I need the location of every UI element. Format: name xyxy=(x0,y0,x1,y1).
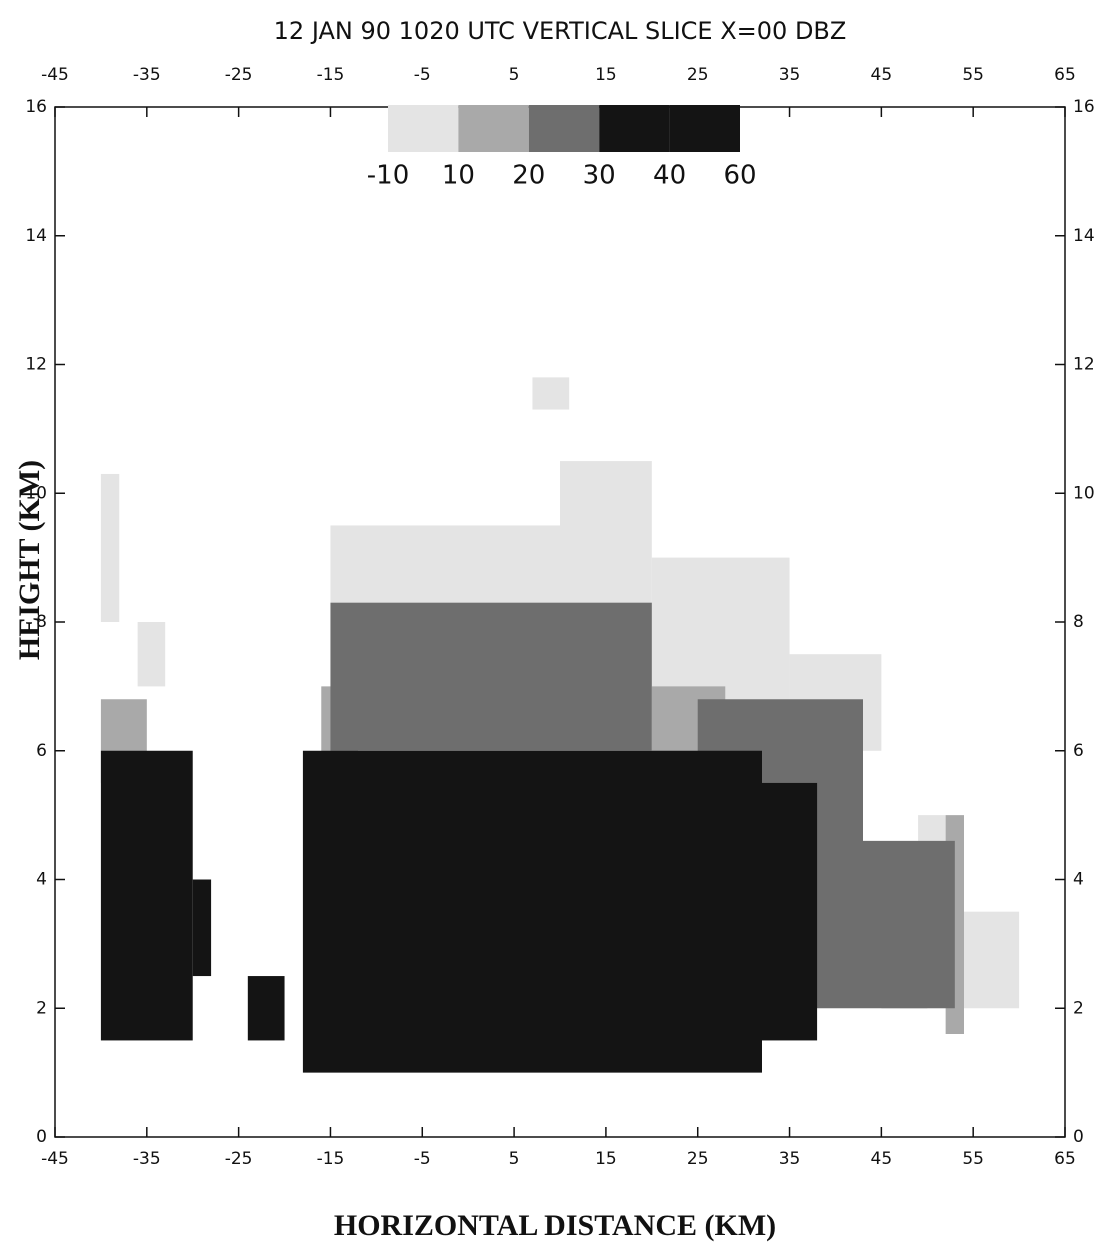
colorbar-label: -10 xyxy=(367,161,409,191)
colorbar-segment xyxy=(458,105,529,152)
reflectivity-cell xyxy=(752,782,818,1041)
reflectivity-cell xyxy=(863,840,955,1009)
x-tick-label: 5 xyxy=(509,1149,520,1169)
y-tick-label: 8 xyxy=(36,612,47,632)
x-tick-label: 35 xyxy=(779,1149,801,1169)
x-top-tick-label: 5 xyxy=(509,65,520,85)
y-axis-label: HEIGHT (KM) xyxy=(13,460,46,660)
x-top-tick-label: 35 xyxy=(779,65,801,85)
y-tick-label: 10 xyxy=(25,483,47,503)
colorbar-label: 10 xyxy=(442,161,475,191)
x-top-tick-label: 25 xyxy=(687,65,709,85)
y-tick-label: 4 xyxy=(36,870,47,890)
reflectivity-cell xyxy=(137,622,166,687)
reflectivity-cell xyxy=(302,750,762,1073)
reflectivity-cell xyxy=(100,750,193,1041)
x-top-tick-label: 45 xyxy=(871,65,893,85)
y-tick-label: 2 xyxy=(36,998,47,1018)
y-right-tick-label: 6 xyxy=(1073,741,1084,761)
colorbar-label: 40 xyxy=(653,161,686,191)
x-tick-label: -15 xyxy=(317,1149,345,1169)
reflectivity-cell xyxy=(247,976,285,1041)
y-right-tick-label: 8 xyxy=(1073,612,1084,632)
colorbar-segment xyxy=(599,105,670,152)
y-tick-label: 16 xyxy=(25,97,47,117)
reflectivity-cell xyxy=(100,473,120,622)
x-tick-label: -45 xyxy=(41,1149,69,1169)
x-tick-label: 25 xyxy=(687,1149,709,1169)
y-tick-label: 12 xyxy=(25,355,47,375)
y-right-tick-label: 14 xyxy=(1073,226,1095,246)
colorbar-label: 20 xyxy=(512,161,545,191)
x-top-tick-label: -35 xyxy=(133,65,161,85)
reflectivity-cell xyxy=(330,602,652,751)
colorbar-label: 60 xyxy=(723,161,756,191)
x-top-tick-label: 65 xyxy=(1054,65,1076,85)
reflectivity-cell xyxy=(192,879,212,977)
chart-title: 12 JAN 90 1020 UTC VERTICAL SLICE X=00 D… xyxy=(274,17,847,45)
x-tick-label: 15 xyxy=(595,1149,617,1169)
x-tick-label: -35 xyxy=(133,1149,161,1169)
x-tick-label: 55 xyxy=(962,1149,984,1169)
colorbar-label: 30 xyxy=(583,161,616,191)
x-top-tick-label: -15 xyxy=(317,65,345,85)
y-tick-label: 14 xyxy=(25,226,47,246)
x-top-tick-label: -45 xyxy=(41,65,69,85)
reflectivity-cell xyxy=(532,377,570,410)
x-top-tick-label: -5 xyxy=(414,65,431,85)
x-axis-label: HORIZONTAL DISTANCE (KM) xyxy=(334,1209,776,1242)
y-right-tick-label: 12 xyxy=(1073,355,1095,375)
y-right-tick-label: 10 xyxy=(1073,483,1095,503)
x-top-tick-label: -25 xyxy=(225,65,253,85)
x-tick-label: 65 xyxy=(1054,1149,1076,1169)
x-tick-label: -5 xyxy=(414,1149,431,1169)
x-tick-label: 45 xyxy=(871,1149,893,1169)
y-right-tick-label: 2 xyxy=(1073,998,1084,1018)
y-tick-label: 0 xyxy=(36,1127,47,1147)
y-right-tick-label: 16 xyxy=(1073,97,1095,117)
colorbar-segment xyxy=(528,105,600,152)
x-tick-label: -25 xyxy=(225,1149,253,1169)
x-top-tick-label: 15 xyxy=(595,65,617,85)
y-tick-label: 6 xyxy=(36,741,47,761)
colorbar-segment xyxy=(388,105,459,152)
colorbar-segment xyxy=(669,105,740,152)
x-top-tick-label: 55 xyxy=(962,65,984,85)
y-right-tick-label: 0 xyxy=(1073,1127,1084,1147)
y-right-tick-label: 4 xyxy=(1073,870,1084,890)
